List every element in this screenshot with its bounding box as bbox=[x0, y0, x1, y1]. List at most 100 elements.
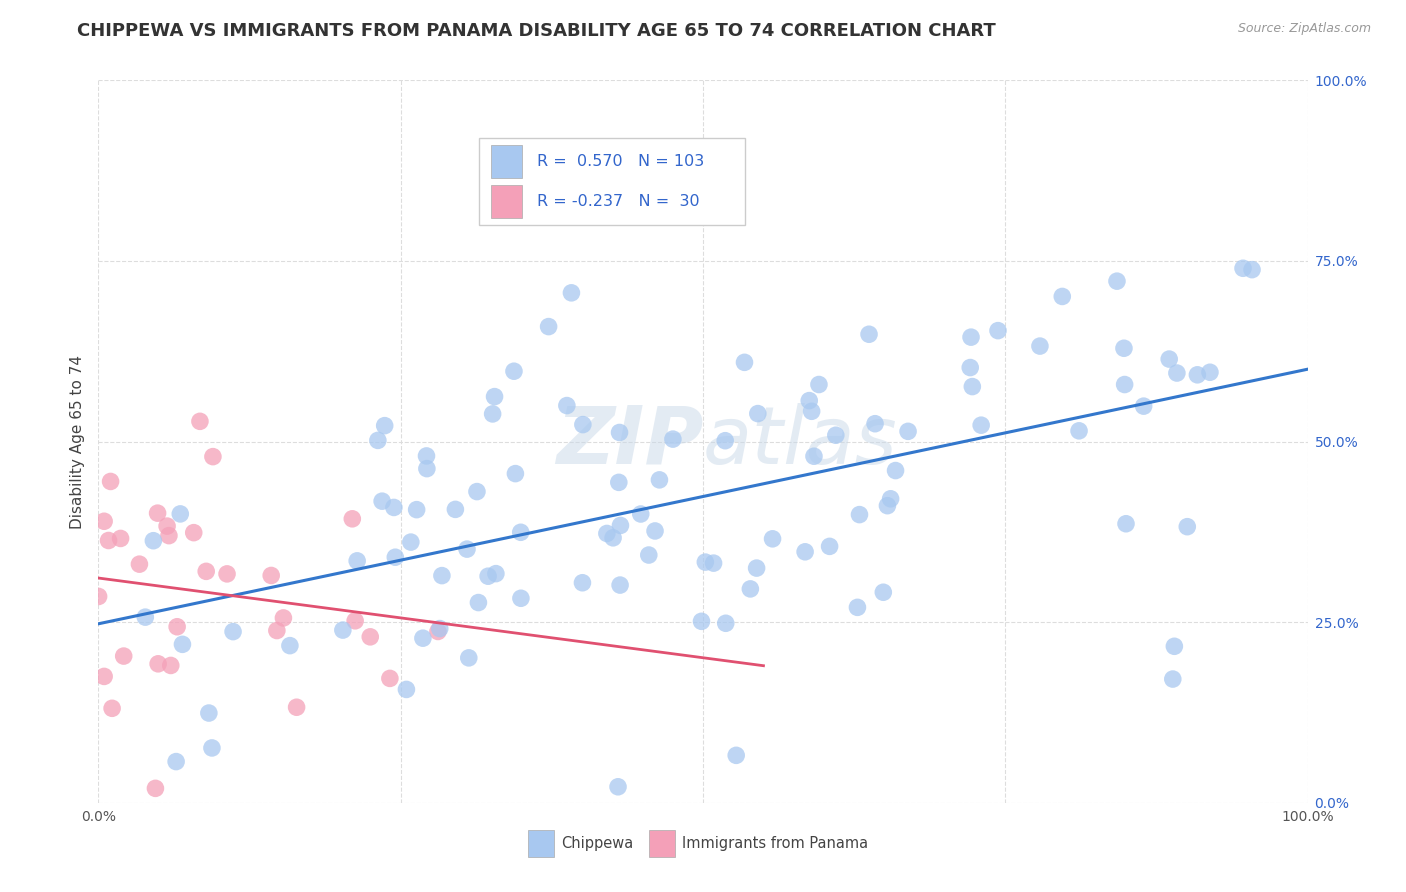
Point bbox=[637, 548, 659, 562]
Point bbox=[1199, 365, 1222, 379]
Point bbox=[607, 475, 630, 490]
Point bbox=[690, 615, 713, 629]
Point bbox=[1052, 289, 1074, 303]
Point bbox=[215, 566, 238, 581]
Point bbox=[571, 575, 593, 590]
Point bbox=[169, 507, 191, 521]
Point bbox=[156, 519, 179, 533]
Point bbox=[183, 525, 205, 540]
Point bbox=[505, 467, 527, 481]
Point bbox=[172, 637, 194, 651]
Point bbox=[794, 545, 817, 559]
Point bbox=[1232, 261, 1254, 276]
Point bbox=[484, 390, 506, 404]
Point bbox=[807, 377, 830, 392]
Point bbox=[761, 532, 783, 546]
Point bbox=[848, 508, 870, 522]
Point bbox=[846, 600, 869, 615]
Point bbox=[374, 418, 396, 433]
Point bbox=[101, 701, 124, 715]
Point bbox=[342, 512, 364, 526]
Point bbox=[146, 506, 169, 520]
Point bbox=[367, 434, 389, 448]
Point bbox=[157, 528, 180, 542]
Point bbox=[344, 614, 367, 628]
Point bbox=[93, 514, 115, 528]
Point bbox=[465, 484, 488, 499]
Point bbox=[332, 623, 354, 637]
Point bbox=[165, 755, 187, 769]
Point bbox=[747, 407, 769, 421]
Point bbox=[1159, 352, 1181, 367]
Point bbox=[630, 507, 652, 521]
Text: R = -0.237   N =  30: R = -0.237 N = 30 bbox=[537, 194, 700, 209]
Point bbox=[695, 555, 717, 569]
Point bbox=[273, 611, 295, 625]
FancyBboxPatch shape bbox=[492, 185, 522, 218]
Point bbox=[503, 364, 526, 378]
Point bbox=[159, 658, 181, 673]
Point bbox=[1163, 640, 1185, 654]
Point bbox=[166, 620, 188, 634]
Point bbox=[714, 616, 737, 631]
Point bbox=[201, 450, 224, 464]
Point bbox=[725, 748, 748, 763]
Point bbox=[509, 525, 531, 540]
Point bbox=[285, 700, 308, 714]
Point bbox=[799, 393, 821, 408]
Point bbox=[863, 417, 886, 431]
Point bbox=[201, 741, 224, 756]
Text: CHIPPEWA VS IMMIGRANTS FROM PANAMA DISABILITY AGE 65 TO 74 CORRELATION CHART: CHIPPEWA VS IMMIGRANTS FROM PANAMA DISAB… bbox=[77, 22, 995, 40]
Point bbox=[987, 324, 1010, 338]
Point bbox=[1240, 262, 1263, 277]
Point bbox=[416, 461, 439, 475]
Point bbox=[195, 565, 218, 579]
FancyBboxPatch shape bbox=[527, 830, 554, 857]
Point bbox=[560, 285, 582, 300]
Point bbox=[188, 414, 211, 428]
Point bbox=[884, 464, 907, 478]
Point bbox=[1105, 274, 1128, 288]
Point bbox=[1112, 341, 1135, 355]
Point bbox=[430, 568, 453, 582]
FancyBboxPatch shape bbox=[492, 145, 522, 178]
Point bbox=[962, 379, 984, 393]
Point bbox=[87, 590, 110, 604]
Point bbox=[555, 399, 578, 413]
Point bbox=[960, 330, 983, 344]
Point bbox=[429, 622, 451, 636]
Point bbox=[145, 781, 167, 796]
Point bbox=[1029, 339, 1052, 353]
FancyBboxPatch shape bbox=[479, 138, 745, 225]
Point bbox=[596, 526, 619, 541]
Point bbox=[395, 682, 418, 697]
Point bbox=[128, 557, 150, 571]
Point bbox=[1166, 366, 1188, 380]
Point bbox=[1132, 399, 1154, 413]
Point bbox=[1115, 516, 1137, 531]
Text: Source: ZipAtlas.com: Source: ZipAtlas.com bbox=[1237, 22, 1371, 36]
Point bbox=[1187, 368, 1209, 382]
Point bbox=[714, 434, 737, 448]
Point bbox=[266, 624, 288, 638]
Point bbox=[1114, 377, 1136, 392]
Point bbox=[426, 624, 449, 639]
Point bbox=[222, 624, 245, 639]
Point bbox=[970, 418, 993, 433]
Point bbox=[734, 355, 756, 369]
Point bbox=[399, 535, 422, 549]
Point bbox=[872, 585, 894, 599]
Point bbox=[415, 449, 437, 463]
Point bbox=[740, 582, 762, 596]
Point bbox=[481, 407, 503, 421]
Point bbox=[602, 531, 624, 545]
Point bbox=[457, 651, 479, 665]
Point bbox=[572, 417, 595, 432]
Point bbox=[959, 360, 981, 375]
Point bbox=[110, 532, 132, 546]
Point bbox=[198, 706, 221, 720]
Text: Immigrants from Panama: Immigrants from Panama bbox=[682, 836, 869, 851]
Point bbox=[278, 639, 301, 653]
Point bbox=[146, 657, 169, 671]
Point bbox=[824, 428, 846, 442]
